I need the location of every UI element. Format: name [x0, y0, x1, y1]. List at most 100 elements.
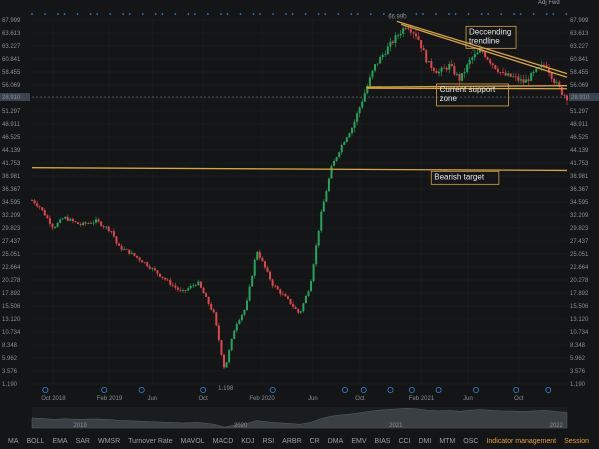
- candle-body: [517, 76, 520, 81]
- last-price-tag-right: [569, 93, 599, 102]
- y-tick-label-right: 56.069: [570, 83, 589, 89]
- event-marker-icon: [138, 386, 145, 393]
- candle-body: [79, 224, 82, 226]
- candle-body: [307, 291, 310, 296]
- y-tick-label-left: 10.734: [2, 330, 21, 336]
- candle-body: [443, 67, 446, 69]
- top-dot-icon: [57, 13, 59, 15]
- candle-body: [82, 222, 85, 226]
- indicator-tab-macd[interactable]: MACD: [212, 437, 234, 445]
- candle-body: [391, 41, 394, 43]
- candle-body: [33, 200, 36, 204]
- candle-body: [56, 222, 59, 228]
- indicator-tab-cr[interactable]: CR: [309, 437, 320, 445]
- y-tick-label-left: 56.069: [2, 83, 21, 89]
- candle-body: [486, 57, 489, 60]
- price-tags: 28.910 28.910 66.990 1.198: [0, 14, 599, 392]
- candle-body: [361, 101, 364, 108]
- candle-body: [427, 61, 430, 63]
- indicator-tab-rsi[interactable]: RSI: [262, 437, 275, 445]
- top-dot-icon: [324, 13, 327, 15]
- candle-body: [189, 285, 192, 289]
- indicator-tab-mavol[interactable]: MAVOL: [180, 437, 205, 445]
- y-tick-label-right: 1.190: [570, 382, 586, 388]
- y-tick-label-left: 13.120: [2, 317, 21, 323]
- top-dot-icon: [128, 13, 131, 15]
- indicator-tab-bias[interactable]: BIAS: [374, 437, 391, 445]
- candle-body: [274, 285, 277, 287]
- indicator-tab-cci[interactable]: CCI: [398, 437, 411, 445]
- indicator-tab-ema[interactable]: EMA: [52, 437, 68, 445]
- indicator-tab-mtm[interactable]: MTM: [439, 437, 456, 445]
- candle-body: [228, 350, 231, 363]
- y-tick-label-right: 34.595: [570, 200, 589, 206]
- indicator-tab-arbr[interactable]: ARBR: [282, 437, 302, 445]
- indicator-tab-dma[interactable]: DMA: [327, 437, 344, 445]
- x-axis: Oct 2018 Feb 2019 Jun Oct Feb 2020 Jun Oct Feb …: [41, 396, 524, 402]
- x-tick-label: Oct: [199, 396, 209, 402]
- indicator-management-button[interactable]: Indicator management: [486, 437, 557, 445]
- y-tick-label-right: 41.753: [570, 161, 589, 167]
- top-dot-icon: [369, 13, 372, 15]
- top-dot-icon: [448, 13, 450, 15]
- x-tick-label: Feb 2020: [249, 396, 275, 402]
- candle-body: [476, 52, 479, 55]
- candle-body: [284, 294, 287, 297]
- y-tick-label-left: 17.892: [2, 291, 21, 297]
- candle-body: [66, 216, 69, 221]
- candle-body: [59, 219, 62, 223]
- indicator-tab-emv[interactable]: EMV: [351, 437, 367, 445]
- top-dot-icon: [109, 13, 112, 15]
- candle-body: [118, 243, 121, 246]
- candle-body: [304, 295, 307, 304]
- candle-body: [38, 206, 41, 208]
- indicator-tab-osc[interactable]: OSC: [463, 437, 479, 445]
- candle-body: [491, 63, 494, 66]
- y-tick-label-left: 63.227: [2, 44, 21, 50]
- candle-body: [325, 191, 328, 202]
- candle-body: [453, 66, 456, 75]
- y-tick-label-left: 63.613: [2, 31, 21, 37]
- adj-fwd-label[interactable]: Adj Fwd: [538, 0, 560, 6]
- candle-body: [176, 287, 179, 290]
- event-marker-icon: [435, 386, 442, 393]
- candle-body: [156, 270, 159, 274]
- candle-body: [105, 226, 108, 228]
- indicator-tab-kdj[interactable]: KDJ: [241, 437, 255, 445]
- y-tick-label-right: 8.348: [570, 343, 586, 349]
- candle-body: [327, 178, 330, 192]
- top-dot-icon: [337, 13, 340, 15]
- event-marker-icon: [408, 386, 415, 393]
- candle-body: [199, 281, 202, 288]
- candle-body: [148, 266, 151, 269]
- navigator[interactable]: 2019 2020 2021 2022: [31, 407, 568, 429]
- y-tick-label-right: 51.297: [570, 109, 589, 115]
- top-dot-icon: [467, 13, 470, 15]
- candle-body: [496, 68, 499, 73]
- indicator-tab-ma[interactable]: MA: [8, 437, 19, 445]
- y-tick-label-right: 3.576: [570, 369, 586, 375]
- y-tick-label-left: 38.981: [2, 174, 21, 180]
- candle-body: [409, 29, 412, 33]
- indicator-tab-boll[interactable]: BOLL: [26, 437, 45, 445]
- session-button[interactable]: Session: [564, 437, 590, 445]
- candle-body: [366, 85, 369, 94]
- top-dot-icon: [259, 13, 261, 15]
- candle-body: [102, 225, 105, 227]
- top-dot-icon: [76, 13, 79, 15]
- candle-body: [458, 73, 461, 81]
- max-price-label: 66.990: [388, 14, 407, 20]
- y-tick-label-left: 60.841: [2, 57, 21, 63]
- indicator-tab-turnover-rate[interactable]: Turnover Rate: [128, 437, 173, 445]
- indicator-tab-sar[interactable]: SAR: [75, 437, 90, 445]
- indicator-tab-wmsr[interactable]: WMSR: [97, 437, 121, 445]
- indicator-tab-dmi[interactable]: DMI: [418, 437, 432, 445]
- y-tick-label-left: 46.525: [2, 135, 21, 141]
- x-tick-label: Jun: [463, 396, 473, 402]
- y-tick-label-right: 20.278: [570, 278, 589, 284]
- candle-body: [171, 284, 174, 286]
- candle-body: [514, 76, 517, 78]
- candle-body: [379, 57, 382, 64]
- candle-body: [502, 72, 505, 74]
